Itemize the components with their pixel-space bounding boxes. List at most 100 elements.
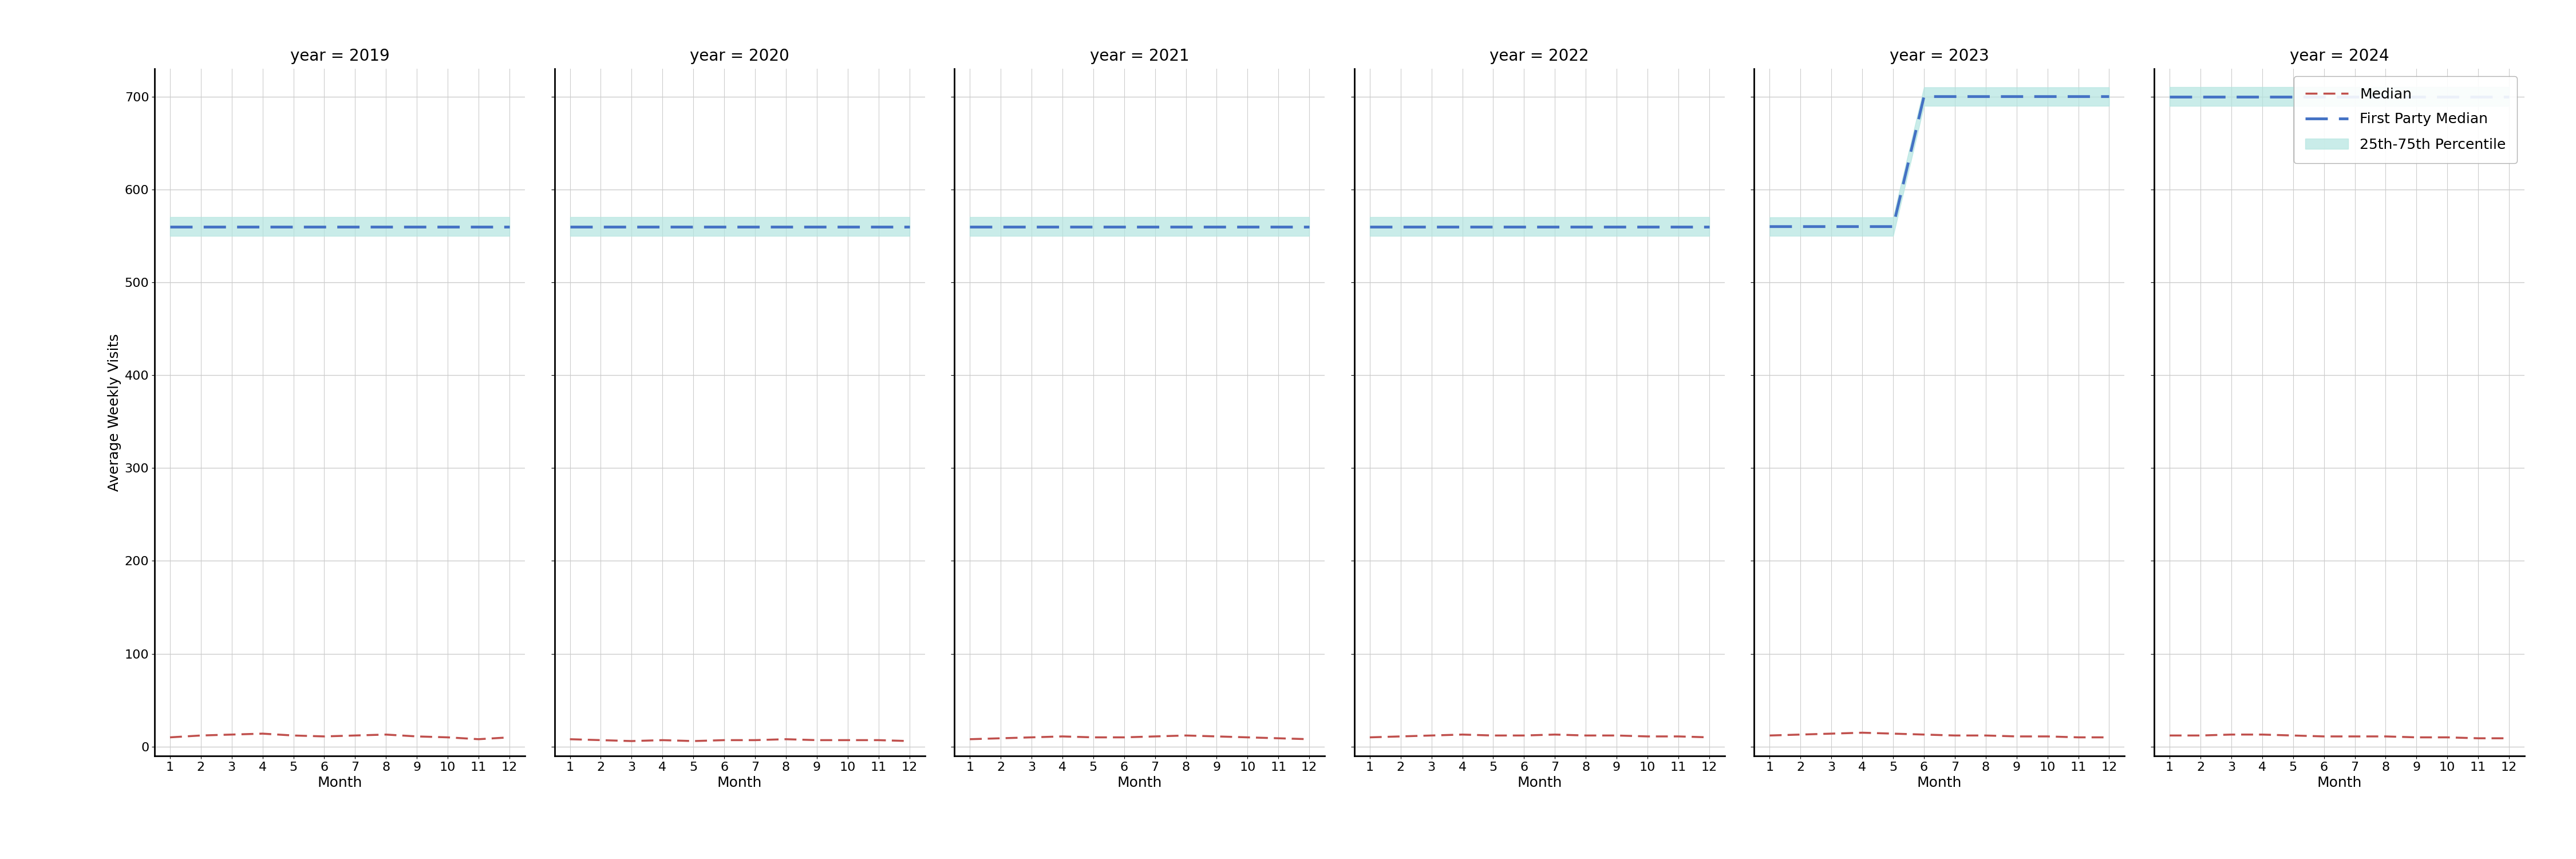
First Party Median <box>2154 91 2184 101</box>
Median <box>1139 731 1170 741</box>
Median <box>2463 733 2494 743</box>
Median <box>2246 729 2277 740</box>
First Party Median <box>1108 222 1139 232</box>
First Party Median <box>1878 222 1909 232</box>
First Party Median <box>1754 222 1785 232</box>
Median <box>2094 732 2125 742</box>
Median <box>863 735 894 746</box>
First Party Median <box>2094 91 2125 101</box>
First Party Median <box>1602 222 1633 232</box>
Median <box>1571 730 1602 740</box>
First Party Median <box>309 222 340 232</box>
First Party Median <box>2463 91 2494 101</box>
First Party Median <box>2370 91 2401 101</box>
First Party Median <box>1200 222 1231 232</box>
Median <box>1046 731 1077 741</box>
Median <box>2277 730 2308 740</box>
Median <box>185 730 216 740</box>
Median <box>155 732 185 742</box>
First Party Median <box>155 222 185 232</box>
First Party Median <box>1909 91 1940 101</box>
Line: First Party Median: First Party Median <box>1770 96 2110 227</box>
Median <box>2339 731 2370 741</box>
Median <box>2002 731 2032 741</box>
First Party Median <box>2308 91 2339 101</box>
Median <box>1510 730 1540 740</box>
Median <box>1108 732 1139 742</box>
X-axis label: Month: Month <box>1118 777 1162 790</box>
Median <box>1878 728 1909 739</box>
First Party Median <box>1510 222 1540 232</box>
First Party Median <box>1417 222 1448 232</box>
First Party Median <box>1170 222 1200 232</box>
First Party Median <box>1231 222 1262 232</box>
First Party Median <box>2002 91 2032 101</box>
Median <box>1540 729 1571 740</box>
Median <box>708 735 739 746</box>
Median <box>340 730 371 740</box>
Median <box>832 735 863 746</box>
X-axis label: Month: Month <box>1917 777 1963 790</box>
First Party Median <box>247 222 278 232</box>
Median <box>371 729 402 740</box>
First Party Median <box>1386 222 1417 232</box>
Median <box>770 734 801 745</box>
Median <box>1170 730 1200 740</box>
First Party Median <box>371 222 402 232</box>
Line: Median: Median <box>2169 734 2509 738</box>
First Party Median <box>1816 222 1847 232</box>
Median <box>1231 732 1262 742</box>
First Party Median <box>739 222 770 232</box>
First Party Median <box>2432 91 2463 101</box>
First Party Median <box>1540 222 1571 232</box>
First Party Median <box>2246 91 2277 101</box>
First Party Median <box>1077 222 1108 232</box>
First Party Median <box>647 222 677 232</box>
First Party Median <box>1479 222 1510 232</box>
First Party Median <box>185 222 216 232</box>
Median <box>464 734 495 745</box>
First Party Median <box>433 222 464 232</box>
Median <box>2432 732 2463 742</box>
First Party Median <box>1940 91 1971 101</box>
First Party Median <box>1448 222 1479 232</box>
Median <box>402 731 433 741</box>
X-axis label: Month: Month <box>1517 777 1561 790</box>
Median <box>554 734 585 745</box>
Median <box>984 733 1015 743</box>
Title: year = 2022: year = 2022 <box>1489 48 1589 64</box>
Median <box>2184 730 2215 740</box>
Y-axis label: Average Weekly Visits: Average Weekly Visits <box>108 333 121 491</box>
Median <box>2401 732 2432 742</box>
Median <box>2370 731 2401 741</box>
First Party Median <box>1571 222 1602 232</box>
Median <box>2308 731 2339 741</box>
First Party Median <box>2494 91 2524 101</box>
Median <box>495 732 526 742</box>
Line: Median: Median <box>1770 733 2110 737</box>
Median <box>2063 732 2094 742</box>
Median <box>278 730 309 740</box>
Line: Median: Median <box>1370 734 1710 737</box>
Median <box>1602 730 1633 740</box>
Median <box>2215 729 2246 740</box>
Median <box>216 729 247 740</box>
Median <box>1847 728 1878 738</box>
Median <box>1293 734 1324 745</box>
Legend: Median, First Party Median, 25th-75th Percentile: Median, First Party Median, 25th-75th Pe… <box>2293 76 2517 163</box>
First Party Median <box>2032 91 2063 101</box>
First Party Median <box>2063 91 2094 101</box>
Median <box>2494 733 2524 743</box>
Median <box>801 735 832 746</box>
First Party Median <box>2339 91 2370 101</box>
First Party Median <box>1695 222 1726 232</box>
Title: year = 2021: year = 2021 <box>1090 48 1190 64</box>
Line: Median: Median <box>569 740 909 741</box>
Median <box>1664 731 1695 741</box>
First Party Median <box>1971 91 2002 101</box>
First Party Median <box>1847 222 1878 232</box>
X-axis label: Month: Month <box>317 777 363 790</box>
First Party Median <box>894 222 925 232</box>
Median <box>894 736 925 746</box>
First Party Median <box>1293 222 1324 232</box>
